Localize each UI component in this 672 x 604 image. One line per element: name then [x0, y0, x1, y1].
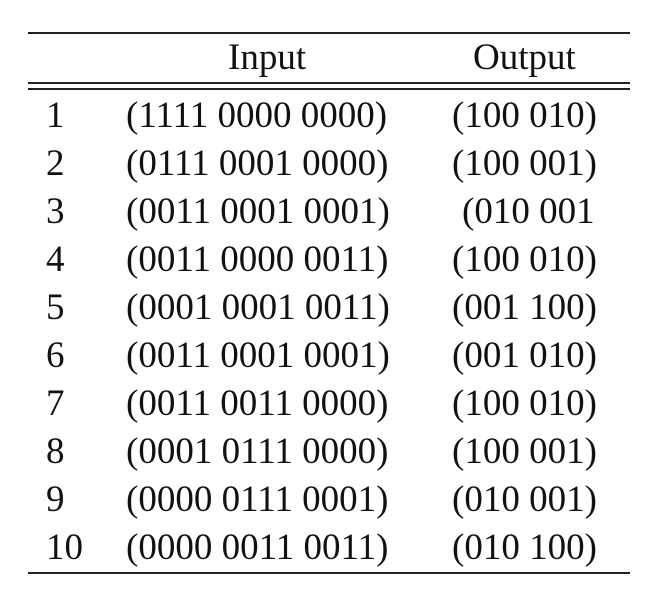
header-output: Output	[473, 37, 576, 78]
row-input: (0011 0001 0001)	[126, 191, 390, 232]
table-row: 7 (0011 0011 0000) (100 010)	[28, 382, 630, 430]
row-input: (0001 0111 0000)	[126, 431, 389, 472]
header-rule-upper	[28, 82, 630, 84]
row-index: 1	[46, 95, 65, 136]
header-rule-lower	[28, 88, 630, 90]
row-input: (0011 0001 0001)	[126, 335, 390, 376]
row-input: (0000 0111 0001)	[126, 479, 389, 520]
row-index: 9	[46, 479, 65, 520]
bottom-rule	[28, 572, 630, 574]
row-index: 2	[46, 143, 65, 184]
table-row: 8 (0001 0111 0000) (100 001)	[28, 430, 630, 478]
row-output: (100 001)	[452, 143, 597, 184]
table-row: 9 (0000 0111 0001) (010 001)	[28, 478, 630, 526]
row-index: 6	[46, 335, 65, 376]
row-input: (0001 0001 0011)	[126, 287, 390, 328]
row-input: (0011 0011 0000)	[126, 383, 389, 424]
row-output: (001 100)	[452, 287, 597, 328]
row-index: 3	[46, 191, 65, 232]
table-row: 5 (0001 0001 0011) (001 100)	[28, 286, 630, 334]
table-header-row: Input Output	[28, 32, 630, 82]
table-row: 3 (0011 0001 0001) (010 001	[28, 190, 630, 238]
row-output: (100 010)	[452, 383, 597, 424]
table-row: 10 (0000 0011 0011) (010 100)	[28, 526, 630, 574]
row-input: (0011 0000 0011)	[126, 239, 389, 280]
row-input: (1111 0000 0000)	[126, 95, 388, 136]
table-row: 2 (0111 0001 0000) (100 001)	[28, 142, 630, 190]
row-output: (100 010)	[452, 95, 597, 136]
row-index: 10	[46, 527, 83, 568]
row-output: (010 100)	[452, 527, 597, 568]
row-output: (010 001	[462, 191, 595, 232]
table-row: 4 (0011 0000 0011) (100 010)	[28, 238, 630, 286]
row-output: (001 010)	[452, 335, 597, 376]
row-output: (010 001)	[452, 479, 597, 520]
row-input: (0111 0001 0000)	[126, 143, 389, 184]
row-index: 4	[46, 239, 65, 280]
row-index: 7	[46, 383, 65, 424]
table-row: 1 (1111 0000 0000) (100 010)	[28, 94, 630, 142]
top-rule	[28, 32, 630, 34]
row-index: 8	[46, 431, 65, 472]
table-body: 1 (1111 0000 0000) (100 010) 2 (0111 000…	[28, 94, 630, 574]
row-input: (0000 0011 0011)	[126, 527, 389, 568]
header-input: Input	[228, 37, 307, 78]
row-index: 5	[46, 287, 65, 328]
row-output: (100 001)	[452, 431, 597, 472]
row-output: (100 010)	[452, 239, 597, 280]
table-row: 6 (0011 0001 0001) (001 010)	[28, 334, 630, 382]
